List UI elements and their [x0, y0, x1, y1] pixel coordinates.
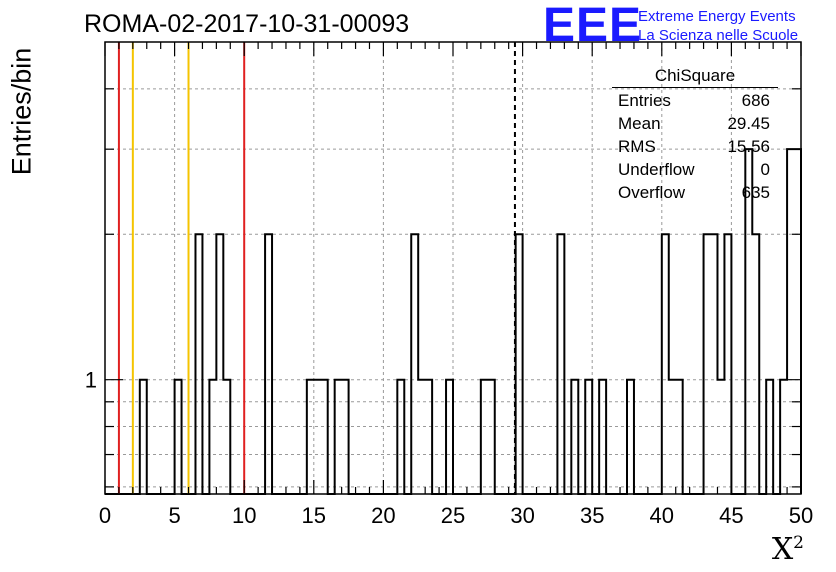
stats-value: 29.45 — [727, 114, 770, 133]
eee-logo-mark: EEE — [543, 0, 643, 52]
histogram-bin — [195, 234, 202, 494]
histogram-bin — [669, 380, 676, 494]
x-axis-label: X2 — [772, 532, 804, 567]
histogram-bin — [787, 149, 794, 494]
histogram-bin — [711, 234, 718, 494]
stats-label: Underflow — [618, 160, 695, 179]
x-axis-label-exponent: 2 — [793, 533, 804, 553]
stats-label: Overflow — [618, 183, 686, 202]
stats-label: RMS — [618, 137, 656, 156]
stats-row-mean: Mean 29.45 — [612, 114, 778, 137]
stats-value: 686 — [741, 91, 770, 110]
histogram-bin — [627, 380, 634, 494]
x-tick-label: 10 — [232, 503, 256, 528]
histogram-bin — [265, 234, 272, 494]
eee-logo-line-2: La Scienza nelle Scuole — [638, 27, 799, 44]
stats-row-rms: RMS 15.56 — [612, 137, 778, 160]
histogram-bin — [752, 234, 759, 494]
stats-box: ChiSquare Entries 686 Mean 29.45 RMS 15.… — [612, 66, 778, 206]
x-tick-label: 30 — [510, 503, 534, 528]
stats-value: 635 — [741, 183, 770, 202]
histogram-bin — [704, 234, 711, 494]
chart-title: ROMA-02-2017-10-31-00093 — [84, 10, 410, 38]
histogram-bin — [599, 380, 606, 494]
histogram-bin — [175, 380, 182, 494]
histogram-bin — [780, 380, 787, 494]
histogram-bin — [676, 380, 683, 494]
stats-row-underflow: Underflow 0 — [612, 160, 778, 183]
histogram-bin — [321, 380, 328, 494]
eee-logo-line-1: Extreme Energy Events — [638, 8, 796, 25]
histogram-bin — [307, 380, 314, 494]
x-axis-label-base: X — [771, 532, 794, 567]
x-tick-label: 15 — [302, 503, 326, 528]
x-tick-label: 25 — [441, 503, 465, 528]
histogram-bin — [557, 234, 564, 494]
x-tick-label: 20 — [371, 503, 395, 528]
histogram-bin — [216, 234, 223, 494]
stats-label: Mean — [618, 114, 661, 133]
histogram-bin — [724, 234, 731, 494]
y-axis-label: Entries/bin — [6, 47, 37, 176]
histogram-bin — [140, 380, 147, 494]
histogram-bin — [794, 149, 801, 494]
y-tick-label: 1 — [85, 368, 97, 393]
histogram-bin — [585, 380, 592, 494]
histogram-bin — [571, 380, 578, 494]
histogram-bin — [223, 380, 230, 494]
histogram-bin — [662, 234, 669, 494]
histogram-bin — [446, 380, 453, 494]
histogram-bin — [481, 380, 488, 494]
histogram-bin — [766, 380, 773, 494]
x-tick-label: 5 — [168, 503, 180, 528]
stats-row-entries: Entries 686 — [612, 91, 778, 114]
histogram-bin — [314, 380, 321, 494]
histogram-bin — [342, 380, 349, 494]
x-tick-label: 50 — [789, 503, 813, 528]
histogram-bin — [411, 234, 418, 494]
histogram-bin — [488, 380, 495, 494]
x-tick-label: 35 — [580, 503, 604, 528]
x-tick-label: 45 — [719, 503, 743, 528]
stats-value: 15.56 — [727, 137, 770, 156]
histogram-bin — [397, 380, 404, 494]
histogram-bin — [335, 380, 342, 494]
stats-value: 0 — [760, 160, 770, 179]
histogram-bin — [418, 380, 425, 494]
stats-box-title: ChiSquare — [612, 66, 778, 88]
histogram-bin — [425, 380, 432, 494]
histogram-bin — [209, 380, 216, 494]
histogram-bin — [717, 380, 724, 494]
histogram-bin — [516, 234, 523, 494]
stats-label: Entries — [618, 91, 671, 110]
x-tick-label: 40 — [650, 503, 674, 528]
stats-row-overflow: Overflow 635 — [612, 183, 778, 206]
x-tick-label: 0 — [99, 503, 111, 528]
